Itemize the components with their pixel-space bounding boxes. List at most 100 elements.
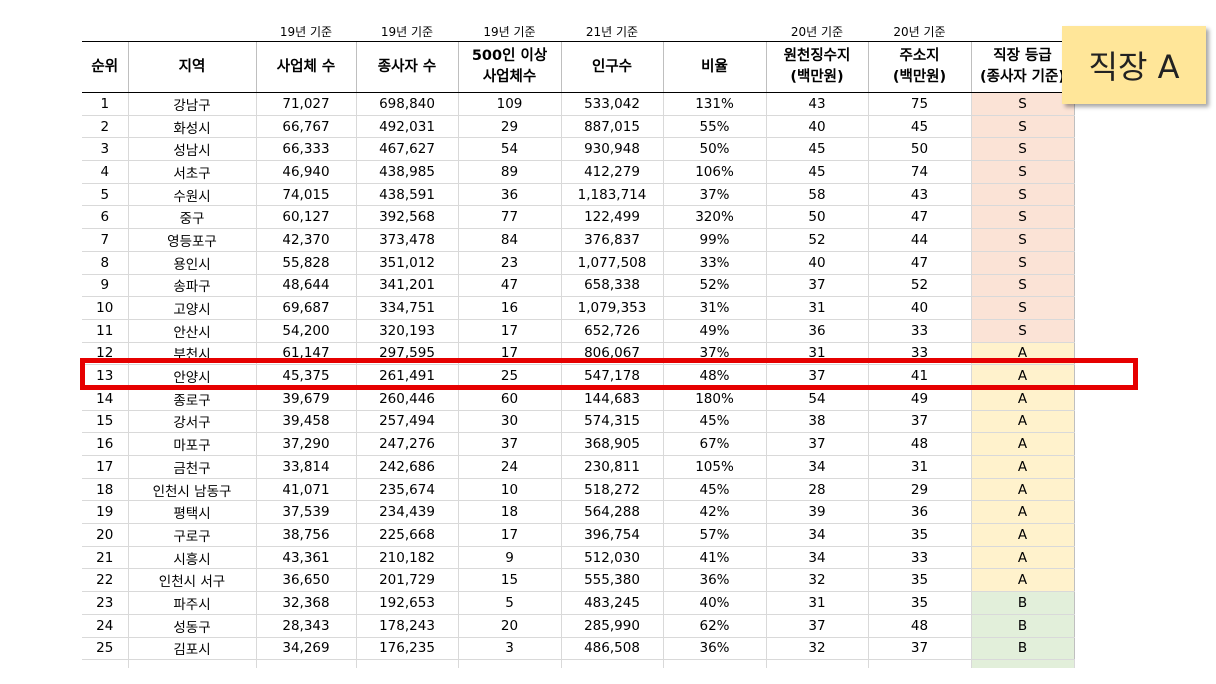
- cell-rank: 9: [82, 274, 129, 298]
- cell-population: 376,837: [561, 228, 664, 252]
- cell-business-count: 55,828: [256, 251, 357, 275]
- cell-business-count: 46,940: [256, 160, 357, 184]
- cell-job-grade: S: [971, 115, 1075, 139]
- cell-rank: 13: [82, 364, 129, 388]
- table-row-partial: [82, 659, 1075, 669]
- cell-business-count: 60,127: [256, 205, 357, 230]
- cell-population: 555,380: [561, 568, 664, 593]
- cell-rank: 23: [82, 591, 129, 615]
- cell-withholding: 50: [766, 205, 869, 230]
- cell-population: 486,508: [561, 637, 664, 661]
- cell-residence: 74: [868, 160, 972, 184]
- cell-job-grade: S: [971, 137, 1075, 162]
- header-business-count: 사업체 수: [256, 41, 357, 93]
- cell-population: 285,990: [561, 614, 664, 638]
- cell-ratio: 106%: [663, 160, 767, 184]
- cell-job-grade: A: [971, 546, 1075, 570]
- cell-population: 1,079,353: [561, 296, 664, 320]
- cell-rank: 14: [82, 387, 129, 411]
- cell-region: 중구: [128, 205, 257, 230]
- cell-withholding: 37: [766, 614, 869, 638]
- cell-withholding: 32: [766, 568, 869, 593]
- cell-ratio: 37%: [663, 183, 767, 207]
- cell-business-count: 39,679: [256, 387, 357, 411]
- table-row: 21 시흥시 43,361 210,182 9 512,030 41% 34 33 A: [82, 546, 1075, 570]
- header-residence: 주소지 (백만원): [868, 41, 972, 93]
- cell-rank: 5: [82, 183, 129, 207]
- cell-withholding: 34: [766, 546, 869, 570]
- cell-population: 652,726: [561, 319, 664, 343]
- cell-employee-count: 242,686: [356, 455, 459, 479]
- cell-region: 평택시: [128, 500, 257, 525]
- cell-ratio: 52%: [663, 274, 767, 298]
- table-row: 25 김포시 34,269 176,235 3 486,508 36% 32 37 B: [82, 637, 1075, 661]
- cell-employee-count: 225,668: [356, 523, 459, 547]
- cell-large-business-count: 60: [458, 387, 562, 411]
- header-ratio: 비율: [663, 41, 767, 93]
- cell-employee-count: 373,478: [356, 228, 459, 252]
- cell-empty: [458, 659, 562, 669]
- table-row: 15 강서구 39,458 257,494 30 574,315 45% 38 37 A: [82, 410, 1075, 434]
- cell-employee-count: 247,276: [356, 432, 459, 456]
- cell-residence: 35: [868, 568, 972, 593]
- cell-withholding: 45: [766, 137, 869, 162]
- cell-population: 533,042: [561, 92, 664, 116]
- cell-region: 파주시: [128, 591, 257, 615]
- cell-residence: 35: [868, 523, 972, 547]
- table-row: 16 마포구 37,290 247,276 37 368,905 67% 37 48 A: [82, 432, 1075, 456]
- cell-large-business-count: 37: [458, 432, 562, 456]
- cell-rank: 16: [82, 432, 129, 456]
- cell-population: 412,279: [561, 160, 664, 184]
- table-row: 7 영등포구 42,370 373,478 84 376,837 99% 52 44 S: [82, 228, 1075, 252]
- cell-business-count: 74,015: [256, 183, 357, 207]
- cell-large-business-count: 20: [458, 614, 562, 638]
- cell-large-business-count: 54: [458, 137, 562, 162]
- cell-region: 마포구: [128, 432, 257, 456]
- cell-business-count: 69,687: [256, 296, 357, 320]
- table-row: 24 성동구 28,343 178,243 20 285,990 62% 37 48 B: [82, 614, 1075, 638]
- cell-job-grade: S: [971, 228, 1075, 252]
- table-row: 8 용인시 55,828 351,012 23 1,077,508 33% 40 47 S: [82, 251, 1075, 275]
- cell-ratio: 45%: [663, 478, 767, 502]
- cell-population: 1,077,508: [561, 251, 664, 275]
- cell-job-grade: A: [971, 410, 1075, 434]
- cell-residence: 45: [868, 115, 972, 139]
- cell-withholding: 31: [766, 591, 869, 615]
- cell-withholding: 34: [766, 523, 869, 547]
- cell-ratio: 36%: [663, 568, 767, 593]
- basis-cell: 19년 기준: [458, 22, 561, 42]
- cell-business-count: 71,027: [256, 92, 357, 116]
- cell-large-business-count: 17: [458, 523, 562, 547]
- cell-region: 김포시: [128, 637, 257, 661]
- cell-residence: 33: [868, 546, 972, 570]
- cell-job-grade: S: [971, 296, 1075, 320]
- cell-job-grade: A: [971, 500, 1075, 525]
- cell-employee-count: 176,235: [356, 637, 459, 661]
- cell-withholding: 39: [766, 500, 869, 525]
- cell-business-count: 34,269: [256, 637, 357, 661]
- cell-large-business-count: 77: [458, 205, 562, 230]
- cell-employee-count: 261,491: [356, 364, 459, 388]
- cell-residence: 40: [868, 296, 972, 320]
- cell-ratio: 33%: [663, 251, 767, 275]
- cell-population: 230,811: [561, 455, 664, 479]
- cell-employee-count: 192,653: [356, 591, 459, 615]
- cell-rank: 24: [82, 614, 129, 638]
- cell-withholding: 37: [766, 274, 869, 298]
- basis-cell: [128, 22, 256, 42]
- table-row: 13 안양시 45,375 261,491 25 547,178 48% 37 41 A: [82, 364, 1075, 388]
- cell-population: 396,754: [561, 523, 664, 547]
- cell-region: 안산시: [128, 319, 257, 343]
- cell-job-grade: A: [971, 455, 1075, 479]
- cell-withholding: 40: [766, 251, 869, 275]
- cell-population: 483,245: [561, 591, 664, 615]
- cell-rank: 19: [82, 500, 129, 525]
- cell-rank: 4: [82, 160, 129, 184]
- cell-residence: 52: [868, 274, 972, 298]
- basis-cell: 19년 기준: [356, 22, 458, 42]
- cell-residence: 49: [868, 387, 972, 411]
- cell-empty: [766, 659, 869, 669]
- table-row: 18 인천시 남동구 41,071 235,674 10 518,272 45% 28 29 A: [82, 478, 1075, 502]
- table-row: 11 안산시 54,200 320,193 17 652,726 49% 36 33 S: [82, 319, 1075, 343]
- cell-job-grade: S: [971, 92, 1075, 116]
